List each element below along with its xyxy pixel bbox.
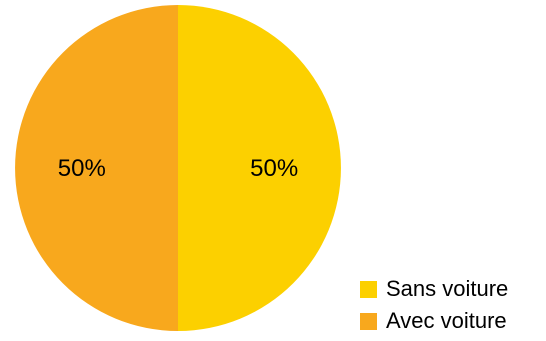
legend-label-sans-voiture: Sans voiture — [386, 276, 509, 301]
legend-label-avec-voiture: Avec voiture — [386, 308, 507, 333]
legend-item-sans-voiture: Sans voiture — [360, 276, 509, 301]
legend: Sans voiture Avec voiture — [360, 276, 509, 341]
legend-item-avec-voiture: Avec voiture — [360, 308, 508, 333]
legend-swatch-avec-voiture — [360, 312, 377, 330]
legend-swatch-sans-voiture — [360, 280, 377, 298]
data-label-sans-voiture: 50% — [250, 155, 298, 182]
pie-slice-sans-voiture — [178, 5, 341, 331]
data-label-avec-voiture: 50% — [58, 155, 106, 182]
pie-slice-avec-voiture — [15, 5, 179, 331]
